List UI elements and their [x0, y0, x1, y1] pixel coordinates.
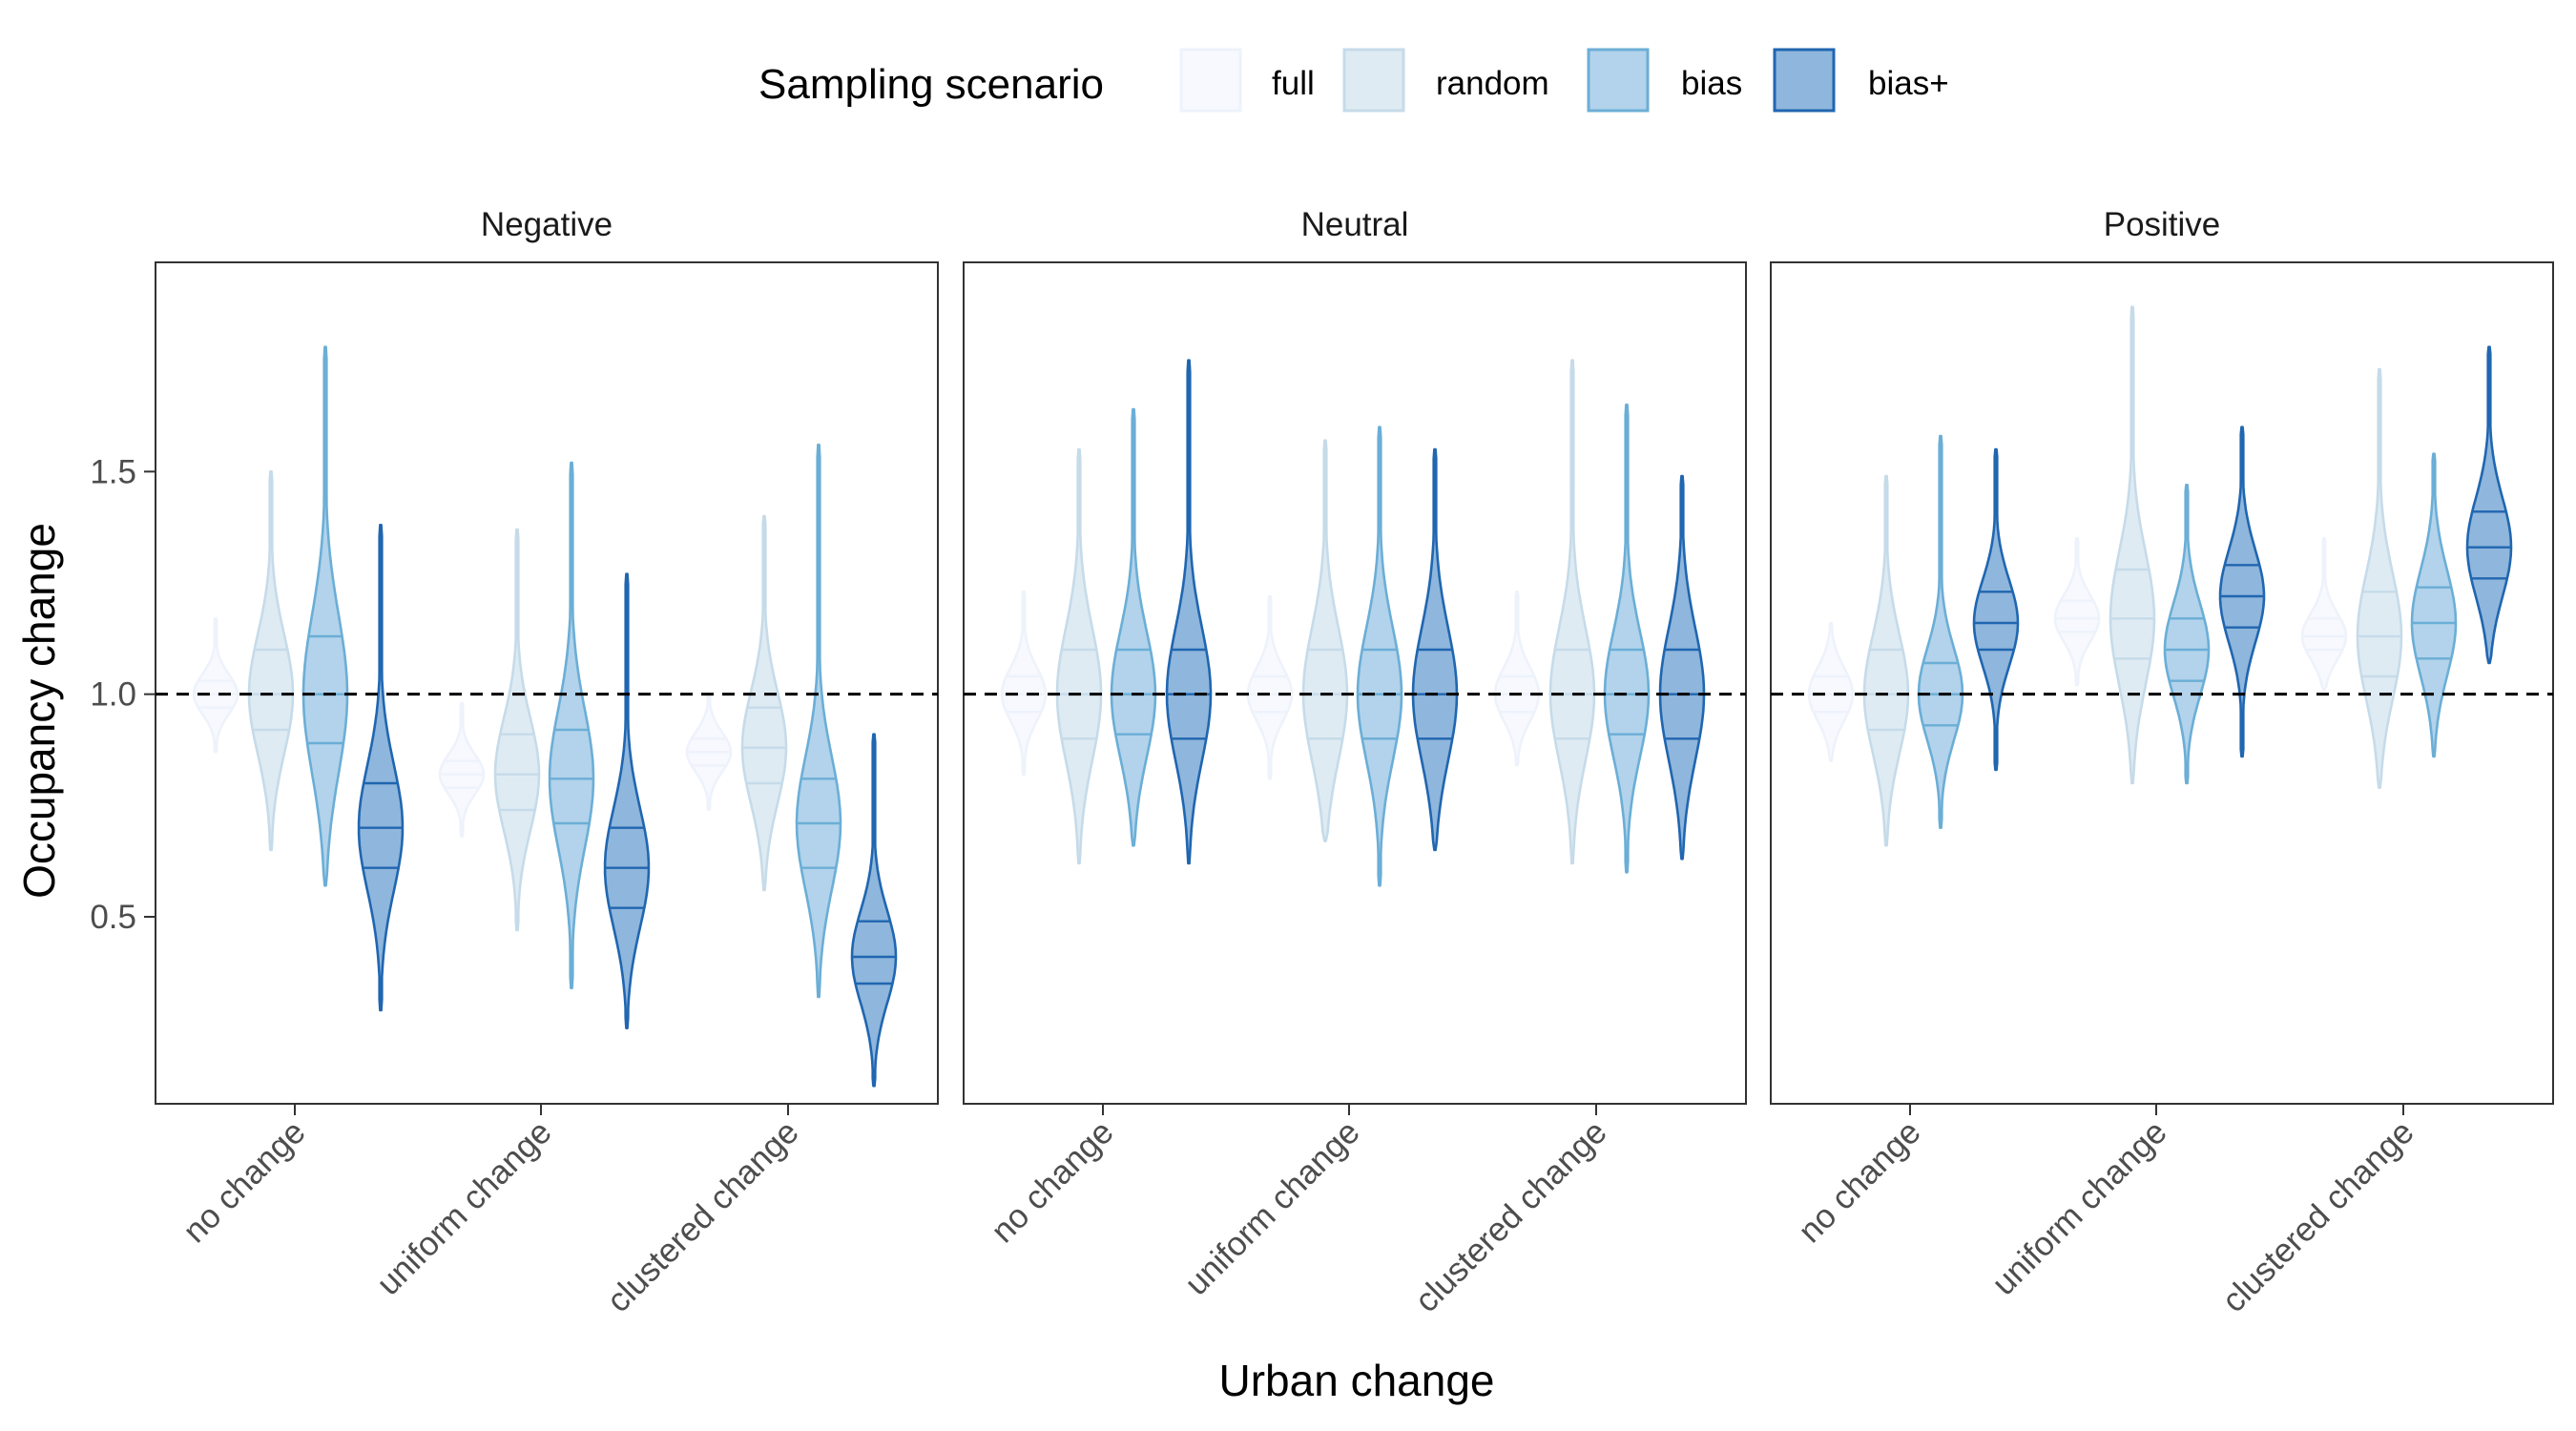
violin-bias — [2410, 452, 2458, 758]
legend-label-bias+: bias+ — [1868, 65, 1949, 102]
panel-border — [155, 261, 939, 1105]
legend-key-full — [1179, 48, 1242, 113]
y-tick-label: 1.0 — [90, 676, 136, 714]
violin-random — [740, 514, 788, 892]
x-axis-title: Urban change — [1219, 1356, 1495, 1405]
violin-full — [438, 701, 486, 839]
violin-full — [1493, 591, 1541, 767]
panel-title: Negative — [481, 206, 613, 243]
violin-bias+ — [1972, 447, 2020, 772]
violin-full — [1246, 594, 1294, 780]
violin-bias+ — [357, 524, 405, 1012]
panel-title: Neutral — [1301, 206, 1409, 243]
legend-label-full: full — [1272, 65, 1315, 102]
violin-bias — [548, 461, 595, 989]
legend-key-random — [1342, 48, 1405, 113]
violin-group — [1246, 425, 1459, 887]
y-axis: 0.5 1.0 1.5 — [90, 453, 156, 936]
y-axis-title: Occupancy change — [14, 523, 64, 899]
violin-full — [2300, 537, 2348, 692]
legend: Sampling scenario full random bias bias+ — [758, 48, 1949, 113]
violin-group — [1493, 359, 1706, 874]
violin-group — [438, 461, 651, 1029]
violin-bias — [1356, 425, 1403, 887]
violin-group — [192, 345, 405, 1012]
violin-group — [1807, 434, 2020, 847]
violin-bias+ — [1658, 474, 1706, 861]
violin-random — [493, 528, 541, 932]
violin-bias — [2163, 484, 2211, 785]
violin-bias — [1603, 404, 1651, 874]
violin-bias — [795, 444, 842, 999]
legend-label-bias: bias — [1681, 65, 1742, 102]
legend-title: Sampling scenario — [758, 61, 1104, 108]
y-tick-label: 0.5 — [90, 899, 136, 936]
legend-key-bias — [1587, 48, 1650, 113]
violin-bias — [1917, 434, 1964, 829]
violin-bias+ — [603, 572, 651, 1029]
violin-bias — [1110, 407, 1157, 847]
violin-random — [1862, 474, 1910, 847]
panel-title: Positive — [2104, 206, 2221, 243]
violin-random — [2356, 367, 2403, 789]
violin-group — [2053, 305, 2266, 785]
legend-key-bias+ — [1773, 48, 1836, 113]
violin-random — [247, 470, 295, 852]
violin-random — [1055, 447, 1103, 865]
violin-group — [685, 444, 898, 1088]
violin-full — [1000, 591, 1048, 776]
violin-full — [1807, 621, 1855, 762]
violin-random — [2109, 305, 2156, 785]
legend-label-random: random — [1436, 65, 1549, 102]
violin-full — [2053, 537, 2101, 687]
violin-bias — [301, 345, 349, 887]
violin-bias+ — [2465, 345, 2513, 665]
violin-bias+ — [2218, 425, 2266, 758]
violin-random — [1301, 439, 1349, 842]
violin-full — [192, 617, 239, 754]
y-tick-label: 1.5 — [90, 453, 136, 490]
violin-bias+ — [850, 733, 898, 1088]
violin-group — [2300, 345, 2513, 789]
